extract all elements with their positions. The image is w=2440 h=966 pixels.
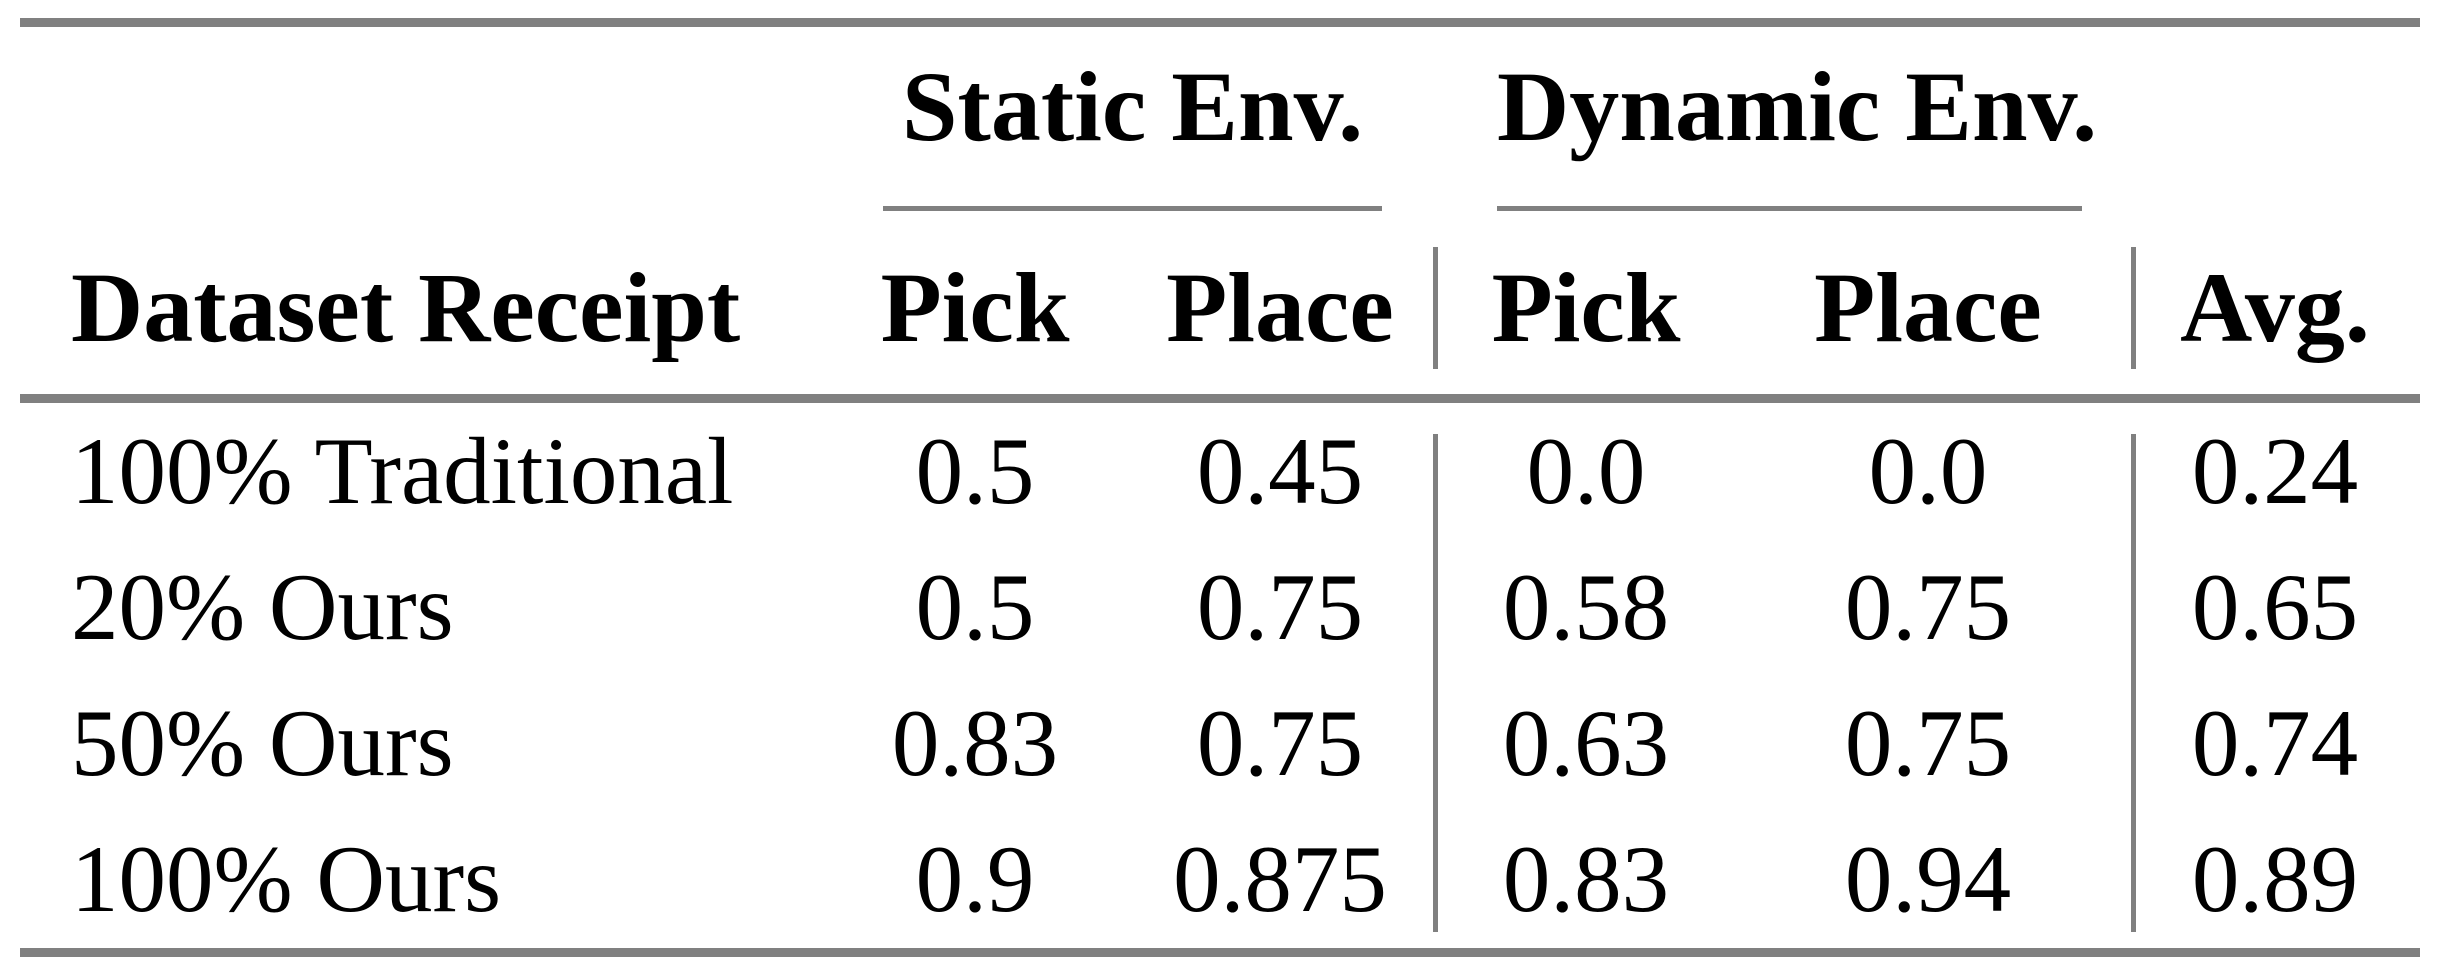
cell-dynamic-place: 0.94 (1844, 826, 2012, 932)
cell-dynamic-place: 0.75 (1844, 554, 2012, 660)
cell-static-pick: 0.5 (915, 554, 1035, 660)
cell-dynamic-pick: 0.58 (1502, 554, 1670, 660)
cell-static-pick: 0.83 (891, 690, 1059, 796)
cell-avg: 0.74 (2191, 690, 2359, 796)
cell-dynamic-place: 0.0 (1868, 418, 1988, 524)
row-label: 100% Ours (71, 826, 502, 932)
col-header-dataset-receipt: Dataset Receipt (71, 252, 741, 363)
vertical-rule-avg-body (2131, 434, 2136, 932)
cell-avg: 0.65 (2191, 554, 2359, 660)
cell-static-place: 0.75 (1196, 554, 1364, 660)
cell-dynamic-pick: 0.0 (1526, 418, 1646, 524)
table-row: 100% Ours 0.9 0.875 0.83 0.94 0.89 (0, 811, 2440, 947)
group-header-dynamic-env: Dynamic Env. (1497, 51, 2098, 162)
group-header-static-env: Static Env. (901, 51, 1364, 162)
row-label: 50% Ours (71, 690, 454, 796)
row-label: 20% Ours (71, 554, 454, 660)
table-row: 100% Traditional 0.5 0.45 0.0 0.0 0.24 (0, 403, 2440, 539)
table-mid-rule (20, 394, 2420, 403)
cell-static-pick: 0.9 (915, 826, 1035, 932)
col-header-dynamic-place: Place (1814, 252, 2042, 363)
cell-static-place: 0.75 (1196, 690, 1364, 796)
cell-avg: 0.24 (2191, 418, 2359, 524)
col-header-static-pick: Pick (880, 252, 1070, 363)
table-top-rule (20, 18, 2420, 27)
vertical-rule-dynamic-header (1433, 247, 1438, 369)
cell-avg: 0.89 (2191, 826, 2359, 932)
cell-dynamic-pick: 0.63 (1502, 690, 1670, 796)
cell-static-pick: 0.5 (915, 418, 1035, 524)
cell-dynamic-pick: 0.83 (1502, 826, 1670, 932)
vertical-rule-dynamic-body (1433, 434, 1438, 932)
col-header-static-place: Place (1166, 252, 1394, 363)
row-label: 100% Traditional (71, 418, 734, 524)
col-header-dynamic-pick: Pick (1491, 252, 1681, 363)
table-row: 20% Ours 0.5 0.75 0.58 0.75 0.65 (0, 539, 2440, 675)
vertical-rule-avg-header (2131, 247, 2136, 369)
table-bottom-rule (20, 948, 2420, 957)
cell-static-place: 0.45 (1196, 418, 1364, 524)
col-header-avg: Avg. (2180, 252, 2370, 363)
cmidrule-static (883, 206, 1382, 211)
column-header-row: Dataset Receipt Pick Place Pick Place Av… (0, 233, 2440, 383)
cmidrule-dynamic (1497, 206, 2082, 211)
cell-dynamic-place: 0.75 (1844, 690, 2012, 796)
cell-static-place: 0.875 (1173, 826, 1387, 932)
table-row: 50% Ours 0.83 0.75 0.63 0.75 0.74 (0, 675, 2440, 811)
